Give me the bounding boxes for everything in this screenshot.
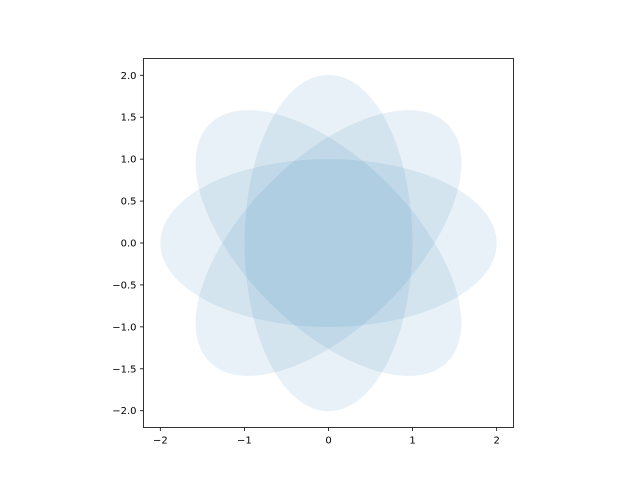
x-axis: −2 −1 0 1 2	[153, 427, 500, 447]
x-tick-label: 1	[409, 436, 415, 447]
y-tick-label: −1.5	[112, 364, 136, 375]
ellipse-0	[160, 159, 497, 327]
x-tick-label: 0	[325, 436, 331, 447]
y-tick-label: −1.0	[112, 322, 136, 333]
y-tick-label: −2.0	[112, 406, 136, 417]
y-tick-label: 1.0	[121, 155, 137, 166]
y-tick-label: 2.0	[121, 71, 137, 82]
ellipse-2	[244, 74, 413, 412]
y-tick-label: −0.5	[112, 280, 136, 291]
x-tick-label: 2	[493, 436, 499, 447]
ellipse-3	[195, 110, 462, 376]
y-tick-label: 1.5	[121, 113, 137, 124]
y-tick-label: 0.5	[121, 197, 137, 208]
x-tick-label: −2	[153, 436, 168, 447]
ellipse-1	[195, 110, 462, 376]
x-tick-label: −1	[237, 436, 252, 447]
ellipses-group	[160, 74, 497, 412]
y-tick-label: 0.0	[121, 239, 137, 250]
y-axis: −2.0 −1.5 −1.0 −0.5 0.0 0.5 1.0 1.5 2.0	[112, 71, 144, 417]
